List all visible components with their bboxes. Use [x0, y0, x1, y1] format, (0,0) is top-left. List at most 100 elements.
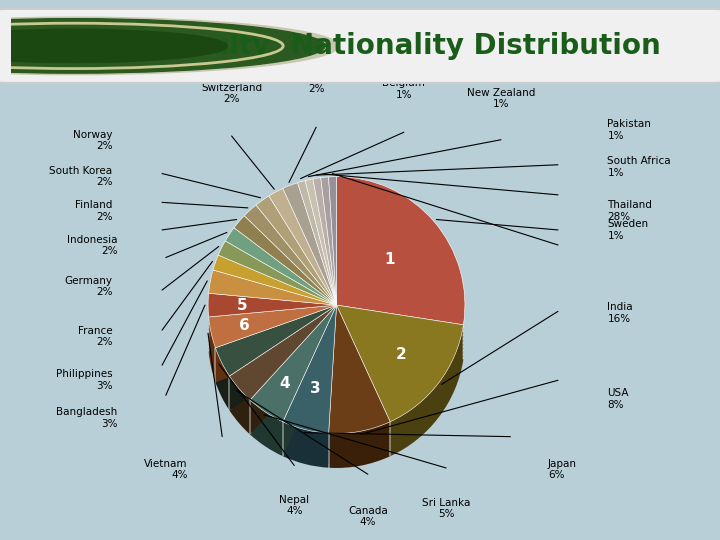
Wedge shape — [250, 332, 336, 449]
Wedge shape — [283, 313, 336, 441]
Text: Japan
6%: Japan 6% — [548, 459, 577, 481]
Text: New Zealand
1%: New Zealand 1% — [467, 87, 535, 109]
Wedge shape — [283, 332, 336, 460]
Wedge shape — [215, 332, 336, 403]
Wedge shape — [250, 324, 336, 441]
Text: Finland
2%: Finland 2% — [75, 200, 112, 222]
Wedge shape — [250, 305, 336, 422]
Wedge shape — [209, 332, 336, 375]
Wedge shape — [336, 336, 464, 453]
Wedge shape — [256, 196, 336, 305]
Text: Faculty: Nationality Distribution: Faculty: Nationality Distribution — [157, 32, 661, 60]
Wedge shape — [230, 332, 336, 427]
Wedge shape — [215, 340, 336, 410]
Text: Vietnam
4%: Vietnam 4% — [144, 459, 188, 481]
Wedge shape — [328, 305, 390, 434]
Wedge shape — [250, 328, 336, 445]
Wedge shape — [215, 324, 336, 395]
Wedge shape — [283, 340, 336, 468]
Wedge shape — [250, 320, 336, 437]
Text: 1: 1 — [384, 252, 395, 267]
Text: USA
8%: USA 8% — [608, 388, 629, 410]
Wedge shape — [250, 305, 336, 422]
Text: 6: 6 — [239, 318, 250, 333]
Text: Nepal
4%: Nepal 4% — [279, 495, 310, 516]
Wedge shape — [209, 305, 336, 348]
Text: Norway
2%: Norway 2% — [73, 130, 112, 151]
Wedge shape — [209, 320, 336, 363]
Wedge shape — [230, 340, 336, 435]
Circle shape — [0, 19, 325, 73]
Wedge shape — [215, 316, 336, 388]
Wedge shape — [328, 332, 390, 460]
Wedge shape — [283, 305, 336, 433]
Wedge shape — [230, 313, 336, 408]
Text: Sweden
1%: Sweden 1% — [608, 219, 649, 241]
Text: 4: 4 — [279, 376, 290, 391]
Wedge shape — [213, 255, 336, 305]
Wedge shape — [328, 177, 336, 305]
Wedge shape — [250, 309, 336, 426]
Text: 2: 2 — [396, 347, 407, 362]
Text: India
16%: India 16% — [608, 302, 633, 324]
Circle shape — [0, 29, 228, 63]
Wedge shape — [269, 188, 336, 305]
Wedge shape — [250, 336, 336, 453]
Wedge shape — [215, 309, 336, 380]
Text: Germany
2%: Germany 2% — [65, 275, 112, 297]
Wedge shape — [230, 320, 336, 415]
Text: Belgium
1%: Belgium 1% — [382, 78, 426, 100]
Wedge shape — [209, 324, 336, 367]
Wedge shape — [320, 177, 336, 305]
Wedge shape — [283, 320, 336, 449]
Wedge shape — [283, 324, 336, 453]
Wedge shape — [209, 309, 336, 352]
Text: Bangladesh
3%: Bangladesh 3% — [56, 407, 117, 429]
Wedge shape — [215, 313, 336, 384]
Wedge shape — [283, 309, 336, 437]
Wedge shape — [215, 305, 336, 376]
Wedge shape — [230, 305, 336, 400]
Wedge shape — [230, 336, 336, 430]
Wedge shape — [215, 305, 336, 376]
Wedge shape — [336, 313, 464, 429]
Wedge shape — [283, 316, 336, 445]
Wedge shape — [208, 293, 336, 317]
Wedge shape — [328, 340, 390, 468]
Text: Thailand
28%: Thailand 28% — [608, 200, 652, 222]
Wedge shape — [230, 309, 336, 404]
Text: Indonesia
2%: Indonesia 2% — [67, 235, 117, 256]
Text: South Africa
1%: South Africa 1% — [608, 157, 671, 178]
Wedge shape — [209, 328, 336, 371]
Wedge shape — [336, 328, 464, 445]
Wedge shape — [234, 215, 336, 305]
Wedge shape — [328, 309, 390, 437]
Wedge shape — [328, 305, 390, 434]
Wedge shape — [305, 179, 336, 305]
Wedge shape — [283, 328, 336, 456]
Text: South Korea
2%: South Korea 2% — [50, 166, 112, 187]
Wedge shape — [209, 313, 336, 355]
Wedge shape — [336, 309, 464, 426]
Wedge shape — [218, 241, 336, 305]
Wedge shape — [283, 336, 336, 464]
Text: Switzerland
2%: Switzerland 2% — [201, 83, 262, 105]
Wedge shape — [215, 328, 336, 399]
Wedge shape — [209, 305, 336, 348]
Wedge shape — [244, 205, 336, 305]
Wedge shape — [297, 180, 336, 305]
Wedge shape — [336, 324, 464, 441]
Wedge shape — [209, 270, 336, 305]
Text: Pakistan
1%: Pakistan 1% — [608, 119, 652, 140]
Wedge shape — [336, 177, 465, 325]
Wedge shape — [230, 324, 336, 419]
Wedge shape — [328, 336, 390, 464]
Wedge shape — [336, 305, 464, 422]
Wedge shape — [215, 336, 336, 407]
Wedge shape — [336, 320, 464, 437]
Wedge shape — [336, 305, 464, 422]
Wedge shape — [250, 313, 336, 429]
Wedge shape — [230, 316, 336, 411]
Wedge shape — [328, 320, 390, 449]
Wedge shape — [283, 305, 336, 433]
